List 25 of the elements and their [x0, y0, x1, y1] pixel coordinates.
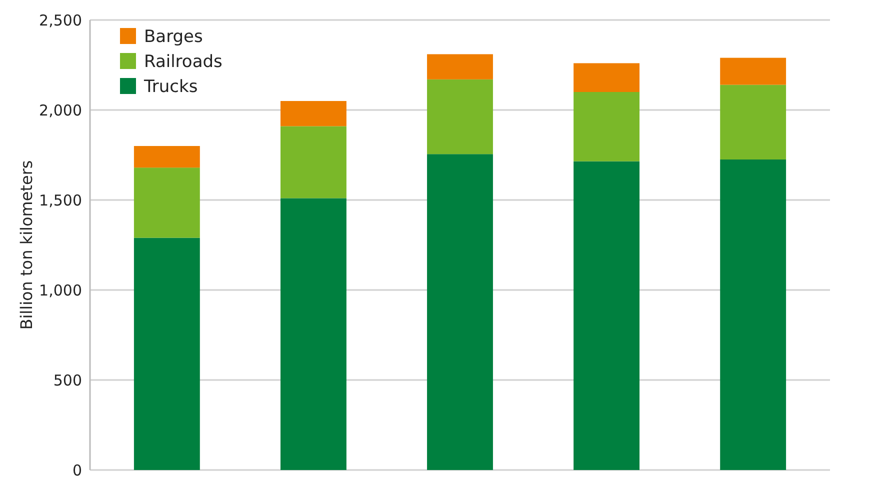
- bar: [574, 161, 640, 470]
- bar: [720, 58, 786, 85]
- legend-label: Barges: [144, 26, 204, 47]
- bar: [134, 168, 200, 238]
- y-tick-label: 2,000: [39, 101, 82, 120]
- bar: [280, 126, 346, 198]
- y-tick-label: 1,500: [39, 191, 82, 210]
- bar: [720, 84, 786, 160]
- bar: [720, 160, 786, 470]
- bar: [427, 154, 493, 470]
- legend-label: Trucks: [143, 76, 198, 97]
- y-tick-label: 1,000: [39, 281, 82, 300]
- bar: [280, 198, 346, 470]
- y-tick-label: 2,500: [39, 11, 82, 30]
- bar: [574, 63, 640, 92]
- bar: [134, 146, 200, 168]
- y-tick-label: 0: [72, 461, 82, 480]
- y-axis-title: Billion ton kilometers: [17, 160, 36, 330]
- bar: [134, 238, 200, 470]
- bar: [427, 79, 493, 154]
- legend-label: Railroads: [144, 52, 223, 72]
- bar: [574, 92, 640, 162]
- bar: [427, 54, 493, 80]
- bar: [280, 101, 346, 126]
- y-tick-label: 500: [53, 371, 82, 390]
